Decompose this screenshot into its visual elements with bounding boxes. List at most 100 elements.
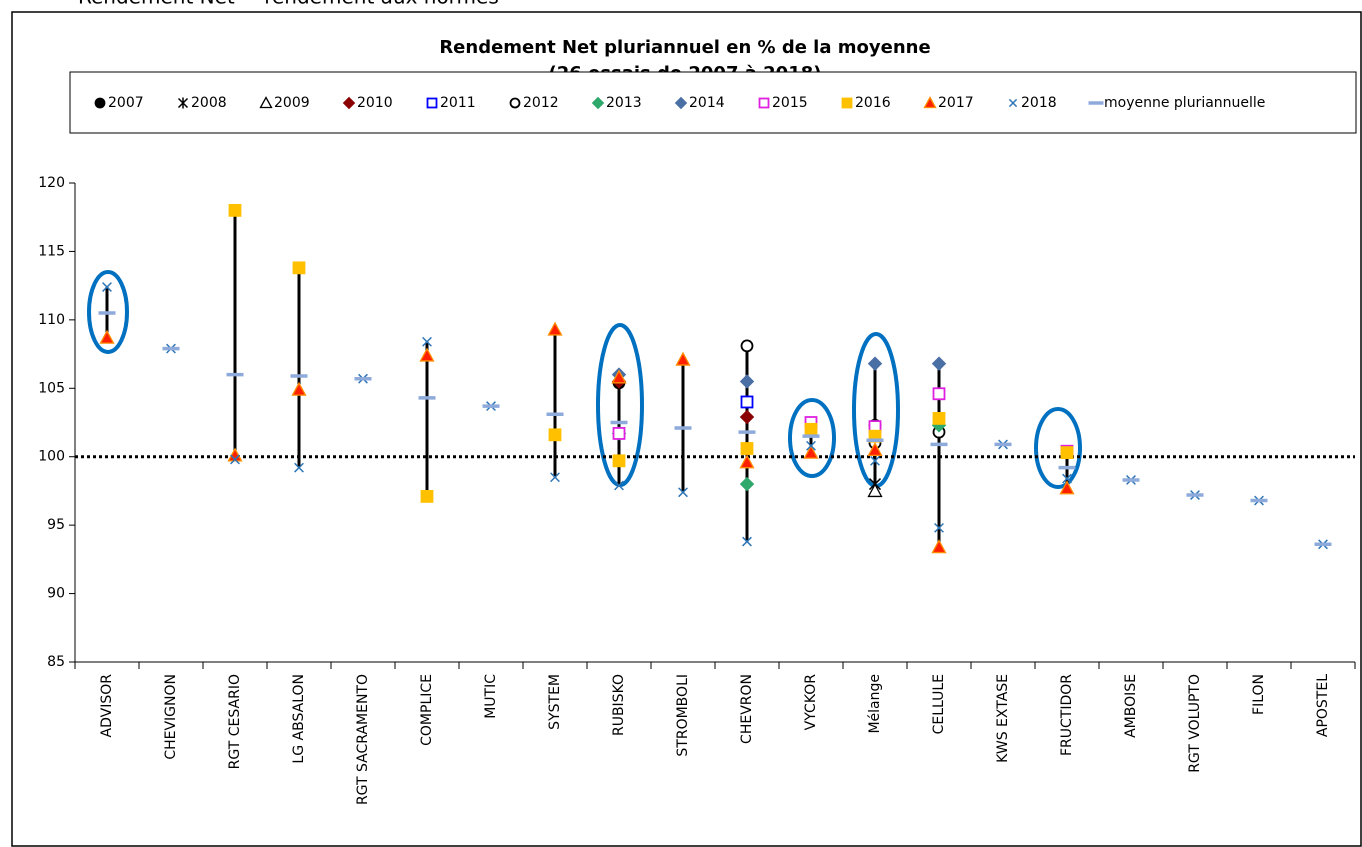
y-tick-label: 120: [38, 175, 65, 191]
x-tick-label: AMBOISE: [1123, 674, 1139, 738]
marker: [1060, 446, 1074, 460]
marker: [740, 442, 754, 455]
chart-border: [11, 11, 1362, 847]
marker: [102, 282, 112, 292]
x-tick-label: RGT SACRAMENTO: [355, 674, 371, 805]
legend-label: 2012: [523, 95, 559, 111]
marker: [870, 455, 880, 466]
highlight: [788, 398, 836, 478]
x-tick-label: FRUCTIDOR: [1059, 674, 1075, 756]
marker: [1062, 473, 1072, 484]
marker: [931, 539, 947, 554]
marker: [867, 442, 883, 457]
marker: [228, 203, 242, 217]
x-tick-label: APOSTEL: [1315, 674, 1331, 737]
marker: [675, 351, 691, 366]
highlight: [1034, 407, 1082, 489]
legend-marker: [509, 97, 521, 109]
marker: [739, 454, 755, 469]
legend-label: 2014: [689, 95, 725, 111]
legend-marker: [177, 97, 189, 109]
legend-marker: [259, 96, 273, 109]
marker: [678, 487, 688, 498]
header-note: Rendement Net = rendement aux normes: [78, 0, 499, 9]
marker: [1059, 480, 1075, 495]
legend-label: 2018: [1021, 95, 1057, 111]
legend-label: 2017: [938, 95, 974, 111]
legend-marker: [591, 96, 605, 110]
x-tick-label: RGT CESARIO: [227, 674, 243, 769]
legend-label: 2008: [191, 95, 227, 111]
marker: [550, 472, 560, 483]
legend-label: 2016: [855, 95, 891, 111]
legend-label: 2010: [357, 95, 393, 111]
legend-label: 2007: [108, 95, 144, 111]
marker: [932, 411, 946, 425]
marker: [932, 387, 946, 401]
marker: [934, 522, 944, 533]
legend-marker: [342, 96, 356, 110]
x-tick-label: MUTIC: [483, 674, 499, 719]
marker: [739, 476, 755, 492]
marker: [803, 444, 819, 459]
y-tick-label: 100: [38, 449, 65, 465]
marker: [611, 369, 627, 384]
marker: [740, 395, 754, 409]
y-tick-label: 110: [38, 312, 65, 328]
marker: [804, 422, 818, 436]
marker: [739, 409, 755, 425]
x-tick-label: CHEVIGNON: [163, 674, 179, 760]
x-tick-label: LG ABSALON: [291, 674, 307, 764]
x-tick-label: KWS EXTASE: [995, 674, 1011, 763]
marker: [740, 339, 754, 353]
chart-title: Rendement Net pluriannuel en % de la moy…: [439, 37, 930, 58]
marker: [548, 428, 562, 442]
marker: [931, 356, 947, 371]
legend-label: 2013: [606, 95, 642, 111]
y-tick-label: 115: [38, 243, 65, 259]
marker: [419, 347, 435, 362]
marker: [227, 447, 243, 462]
x-tick-label: STROMBOLI: [675, 674, 691, 757]
marker: [739, 374, 755, 389]
marker: [614, 480, 624, 491]
marker: [867, 356, 883, 371]
x-tick-label: FILON: [1251, 674, 1267, 715]
marker: [806, 440, 816, 451]
y-tick-label: 90: [47, 586, 65, 602]
legend-label: 2011: [440, 95, 476, 111]
legend-label: moyenne pluriannuelle: [1104, 95, 1265, 111]
marker: [291, 381, 307, 396]
x-tick-label: SYSTEM: [547, 674, 563, 730]
x-tick-label: COMPLICE: [419, 674, 435, 746]
legend-marker: [1008, 98, 1018, 108]
y-tick-label: 105: [38, 380, 65, 396]
highlight: [87, 270, 129, 354]
x-tick-label: RUBISKO: [611, 674, 627, 736]
x-tick-label: ADVISOR: [99, 674, 115, 738]
x-tick-label: CHEVRON: [739, 674, 755, 744]
legend-label: 2009: [274, 95, 310, 111]
marker: [294, 462, 304, 473]
legend-marker: [923, 96, 937, 109]
x-tick-label: Mélange: [867, 674, 883, 734]
legend-marker: [758, 97, 770, 109]
legend-label: 2015: [772, 95, 808, 111]
marker: [742, 536, 752, 547]
marker: [230, 454, 240, 465]
legend-marker: [841, 97, 853, 109]
x-tick-label: RGT VOLUPTO: [1187, 674, 1203, 773]
legend-marker: [674, 96, 688, 110]
marker: [612, 454, 626, 468]
x-tick-label: VYCKOR: [803, 674, 819, 731]
marker: [612, 427, 626, 440]
legend-marker: [94, 97, 106, 109]
x-tick-label: CELLULE: [931, 674, 947, 734]
marker: [547, 321, 563, 336]
marker: [99, 329, 115, 344]
legend-box: [69, 71, 1357, 134]
marker: [422, 336, 432, 347]
y-tick-label: 95: [47, 517, 65, 533]
marker: [292, 261, 306, 275]
